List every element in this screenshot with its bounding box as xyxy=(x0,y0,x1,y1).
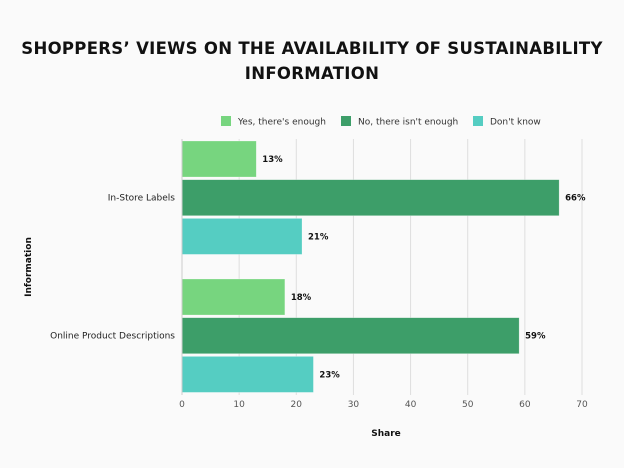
category-label: In-Store Labels xyxy=(108,194,176,204)
bar xyxy=(181,140,257,178)
x-tick-label: 50 xyxy=(462,400,474,410)
x-axis-label: Share xyxy=(371,429,401,439)
legend-label: Don't know xyxy=(490,118,541,128)
bar xyxy=(181,317,520,355)
data-label: 18% xyxy=(291,293,312,303)
data-label: 66% xyxy=(565,194,586,204)
x-tick-label: 10 xyxy=(233,400,245,410)
data-label: 59% xyxy=(525,332,546,342)
chart-title-line-2: INFORMATION xyxy=(245,64,379,83)
y-axis-label: Information xyxy=(24,237,34,297)
data-label: 21% xyxy=(308,232,329,242)
category-label: Online Product Descriptions xyxy=(50,332,175,342)
legend: Yes, there's enough No, there isn't enoug… xyxy=(221,116,541,128)
legend-label: No, there isn't enough xyxy=(358,118,458,128)
x-tick-label: 0 xyxy=(179,400,185,410)
bar xyxy=(181,356,314,393)
data-label: 23% xyxy=(319,370,340,380)
x-tick-label: 20 xyxy=(291,400,303,410)
data-label: 13% xyxy=(262,155,283,165)
x-axis-ticks: 0 10 20 30 40 50 60 70 xyxy=(179,400,588,410)
legend-label: Yes, there's enough xyxy=(237,118,326,128)
x-tick-label: 70 xyxy=(576,400,588,410)
legend-swatch xyxy=(341,116,351,126)
bar xyxy=(181,218,303,255)
y-axis-categories: In-Store Labels Online Product Descriptio… xyxy=(50,194,175,342)
bar xyxy=(181,179,560,216)
legend-swatch xyxy=(221,116,231,126)
bars: 13% 66% 21% 18% 59% 23% xyxy=(181,139,586,395)
x-tick-label: 40 xyxy=(405,400,417,410)
bar xyxy=(181,278,286,316)
legend-swatch xyxy=(473,116,483,126)
x-tick-label: 60 xyxy=(519,400,531,410)
x-tick-label: 30 xyxy=(348,400,360,410)
chart-title-line-1: SHOPPERS’ VIEWS ON THE AVAILABILITY OF S… xyxy=(21,39,603,58)
